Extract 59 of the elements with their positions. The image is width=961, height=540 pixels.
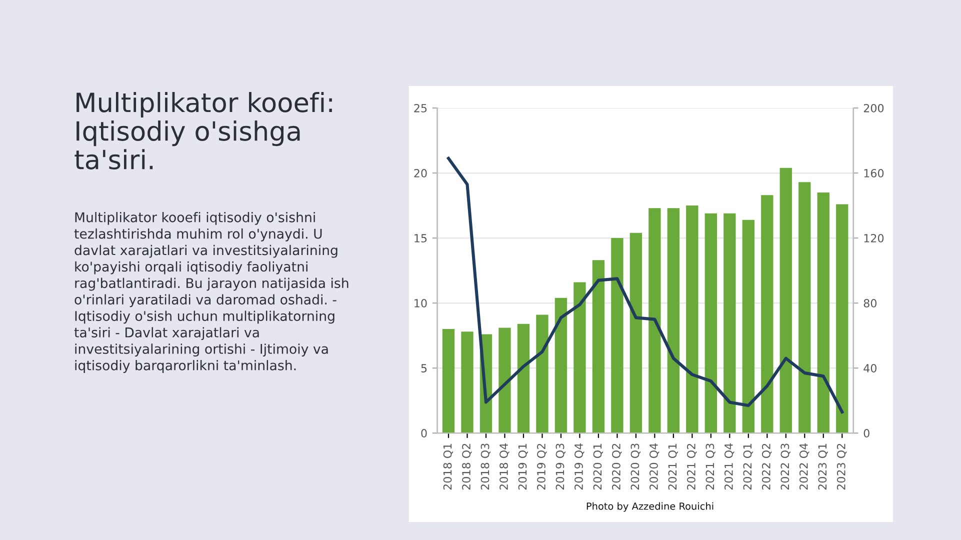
- bar: [761, 195, 774, 434]
- bar: [686, 206, 698, 434]
- x-tick-label: 2019 Q4: [574, 443, 584, 490]
- bar: [667, 208, 680, 434]
- x-tick-label: 2023 Q1: [818, 444, 828, 490]
- x-tick-label: 2020 Q1: [593, 444, 603, 490]
- y-tick-label: 5: [421, 364, 427, 372]
- x-tick-label: 2022 Q4: [799, 443, 810, 490]
- y-tick-label: 20: [414, 168, 427, 178]
- x-tick-label: 2021 Q4: [724, 443, 734, 490]
- y2-tick-label: 120: [864, 234, 884, 242]
- x-tick-label: 2018 Q3: [480, 444, 490, 490]
- x-tick-label: 2020 Q4: [650, 443, 660, 490]
- bar: [554, 298, 568, 434]
- bar: [592, 260, 605, 434]
- x-tick-label: 2020 Q2: [612, 444, 622, 490]
- x-tick-label: 2019 Q3: [556, 444, 566, 490]
- bar: [704, 213, 718, 434]
- y-tick-label: 25: [414, 104, 427, 112]
- bar: [648, 208, 661, 434]
- text: Multiplikator kooefi: Iqtisodiy o'sishga ta'siri.: [74, 92, 332, 170]
- bar: [780, 168, 792, 434]
- bar: [817, 192, 830, 434]
- bar: [536, 314, 548, 434]
- bar: [461, 332, 474, 434]
- bar: [798, 182, 811, 434]
- x-tick-label: 2020 Q3: [630, 444, 640, 490]
- x-tick-label: 2018 Q4: [500, 443, 510, 490]
- text: Photo by Azzedine Rouichi: [586, 502, 714, 512]
- y2-tick-label: 160: [864, 168, 884, 178]
- bar: [630, 232, 642, 434]
- bar: [836, 204, 848, 434]
- x-tick-label: 2019 Q2: [537, 444, 547, 490]
- x-tick-label: 2019 Q1: [518, 444, 528, 490]
- x-tick-label: 2018 Q1: [443, 444, 453, 490]
- y2-tick-label: 40: [864, 364, 876, 372]
- x-tick-label: 2021 Q1: [668, 444, 678, 490]
- y2-tick-label: 80: [864, 299, 876, 308]
- bar: [574, 282, 586, 434]
- y-tick-label: 10: [414, 299, 427, 308]
- bar: [742, 220, 754, 434]
- x-tick-label: 2022 Q2: [762, 444, 772, 490]
- x-tick-label: 2021 Q3: [706, 444, 716, 490]
- line-series: [446, 156, 844, 414]
- bar: [724, 213, 736, 434]
- x-tick-label: 2022 Q1: [743, 444, 753, 490]
- y2-tick-label: 0: [864, 429, 870, 438]
- x-tick-label: 2021 Q2: [686, 444, 697, 490]
- x-tick-label: 2022 Q3: [780, 444, 790, 490]
- bar: [611, 238, 624, 434]
- y2-tick-label: 200: [864, 104, 884, 112]
- x-tick-label: 2018 Q2: [462, 444, 472, 490]
- y-tick-label: 0: [421, 429, 427, 438]
- bar: [517, 324, 530, 434]
- bar: [442, 329, 455, 434]
- x-tick-label: 2023 Q2: [836, 444, 847, 490]
- bar: [498, 328, 511, 434]
- y-tick-label: 15: [414, 234, 427, 242]
- text: Multiplikator kooefi iqtisodiy o'sishni tezlashtirishda muhim rol o'ynaydi. U davlat xarajatlari va investitsiyalarining ko'payishi orqali iqtisodiy faoliyatni rag'batlantiradi. Bu jarayon natijasida ish o'rinlari yaratiladi va daromad oshadi. - Iqtisodiy o'sish uchun multiplikatorning ta'siri - Davlat xarajatlari va investitsiyalarining ortishi - Ijtimoiy va iqtisodiy barqarorlikni ta'minlash.: [74, 212, 348, 373]
